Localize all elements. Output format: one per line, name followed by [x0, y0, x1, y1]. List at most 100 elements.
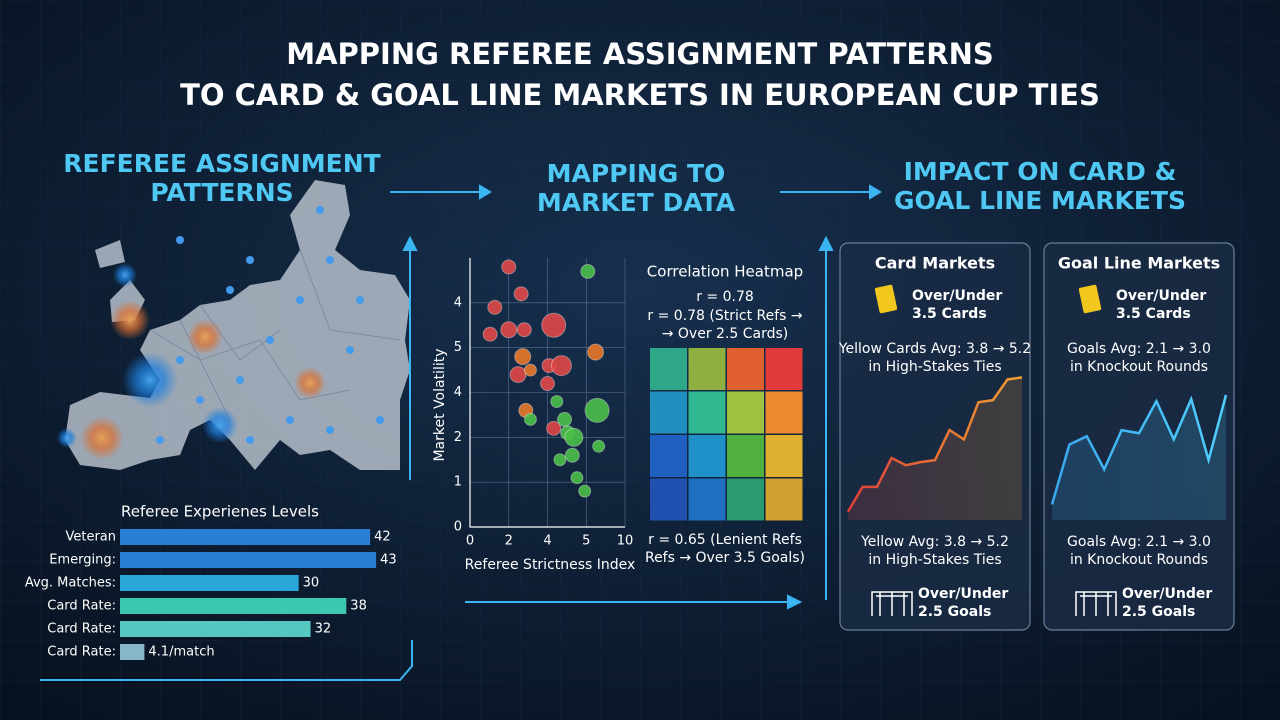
heatmap-cell	[688, 435, 726, 477]
scatter-point	[514, 348, 532, 366]
footer-text: 2.5 Goals	[1122, 604, 1195, 620]
x-axis-label: Referee Strictness Index	[465, 557, 636, 573]
scatter-point	[564, 447, 580, 463]
stat-text: Yellow Cards Avg: 3.8 → 5.2	[838, 341, 1031, 357]
goal-icon	[1075, 591, 1117, 616]
heatmap-cell	[727, 478, 764, 521]
heatmap-cell	[650, 478, 687, 521]
y-tick-label: 2	[454, 430, 462, 445]
bar-value: 43	[380, 553, 397, 568]
stat-text: Goals Avg: 2.1 → 3.0	[1067, 341, 1211, 357]
line-series	[1050, 394, 1228, 505]
bar-label: Card Rate:	[47, 645, 116, 660]
scatter-point	[509, 366, 527, 384]
y-axis-label: Market Volatility	[432, 348, 448, 461]
x-tick-label: 0	[466, 534, 474, 549]
panel-title: Goal Line Markets	[1058, 254, 1220, 273]
scatter-point	[584, 397, 610, 423]
bar-value: 4.1/match	[148, 645, 214, 660]
title-line: MAPPING REFEREE ASSIGNMENT PATTERNS	[286, 37, 993, 71]
goal-icon	[871, 591, 913, 616]
x-tick-label: 2	[505, 534, 513, 549]
bar	[120, 552, 377, 568]
scatter-point	[487, 299, 503, 315]
line-series	[846, 376, 1023, 513]
scatter-point	[550, 355, 572, 377]
heatmap-annotation: Refs → Over 3.5 Goals)	[645, 550, 805, 566]
panel-title: Card Markets	[875, 254, 995, 273]
stat-text: in High-Stakes Ties	[868, 359, 1001, 375]
note-text: Yellow Avg: 3.8 → 5.2	[860, 534, 1009, 550]
heatmap-cell	[765, 391, 803, 434]
section-heading: MARKET DATA	[537, 188, 736, 217]
bar-label: Card Rate:	[47, 599, 116, 614]
market-panel: Card Markets Over/Under 3.5 Cards Yellow Ca…	[838, 242, 1031, 631]
heatmap-annotation: → Over 2.5 Cards)	[662, 326, 789, 342]
section-heading: PATTERNS	[150, 178, 293, 207]
axis	[469, 258, 625, 528]
bar-label: Veteran	[65, 530, 116, 545]
scatter-point	[540, 376, 555, 392]
badge-text: Over/Under	[1116, 288, 1206, 304]
footer-text: 2.5 Goals	[918, 604, 991, 620]
y-tick-label: 4	[454, 295, 462, 310]
heatmap-cell	[688, 391, 726, 434]
scatter-point	[516, 322, 532, 338]
line-area	[848, 377, 1022, 520]
scatter-point	[578, 484, 592, 498]
bar-value: 38	[350, 599, 367, 614]
bar-label: Emerging:	[49, 553, 116, 568]
bar	[120, 598, 347, 614]
panel-box	[839, 242, 1031, 631]
flow-arrows	[40, 184, 882, 681]
badge-text: 3.5 Cards	[1116, 306, 1191, 322]
scatter-point	[592, 439, 606, 453]
y-tick-label: 5	[454, 340, 462, 355]
heatmap-annotation: r = 0.78	[696, 289, 754, 305]
stat-text: in Knockout Rounds	[1070, 359, 1208, 375]
scatter-point	[564, 427, 584, 447]
scatter-point	[501, 259, 517, 275]
market-panel: Goal Line Markets Over/Under 3.5 Cards Goal…	[1043, 242, 1235, 631]
scatter-point	[482, 326, 498, 342]
scatter-point	[553, 453, 567, 467]
bar	[120, 621, 311, 637]
title-line: TO CARD & GOAL LINE MARKETS IN EUROPEAN …	[180, 78, 1100, 112]
heatmap-cell	[727, 391, 764, 434]
scatter-point	[523, 412, 537, 426]
heatmap-cell	[765, 435, 803, 477]
scatter-point	[513, 286, 529, 302]
card-icon	[1078, 284, 1102, 314]
card-icon	[874, 284, 898, 314]
bar	[120, 644, 145, 660]
scatter-point	[557, 411, 573, 427]
scatter-point	[500, 321, 518, 339]
bar-label: Avg. Matches:	[25, 576, 116, 591]
y-tick-label: 0	[454, 520, 462, 535]
europe-map	[57, 180, 410, 470]
footer-text: Over/Under	[1122, 586, 1212, 602]
bar	[120, 529, 371, 545]
scatter-point	[550, 394, 564, 408]
scatter-point	[541, 312, 567, 338]
bar-value: 42	[374, 530, 391, 545]
scatter-point	[587, 343, 605, 361]
x-tick-label: 4	[543, 534, 551, 549]
heatmap-cell	[688, 478, 726, 521]
bar-value: 32	[315, 622, 332, 637]
x-tick-label: 10	[617, 534, 634, 549]
heatmap-cell	[688, 348, 726, 390]
heatmap-cell	[765, 478, 803, 521]
heatmap-title: Correlation Heatmap	[647, 263, 803, 281]
note-text: in Knockout Rounds	[1070, 552, 1208, 568]
section-heading: IMPACT ON CARD &	[904, 157, 1177, 186]
badge-text: Over/Under	[912, 288, 1002, 304]
y-tick-label: 4	[454, 385, 462, 400]
bar-chart-title: Referee Experienes Levels	[121, 503, 319, 521]
y-tick-label: 1	[454, 475, 462, 490]
heatmap-cell	[727, 348, 764, 390]
bar-label: Card Rate:	[47, 622, 116, 637]
section-heading: MAPPING TO	[547, 159, 726, 188]
x-tick-label: 5	[582, 534, 590, 549]
section-heading: REFEREE ASSIGNMENT	[63, 149, 381, 178]
